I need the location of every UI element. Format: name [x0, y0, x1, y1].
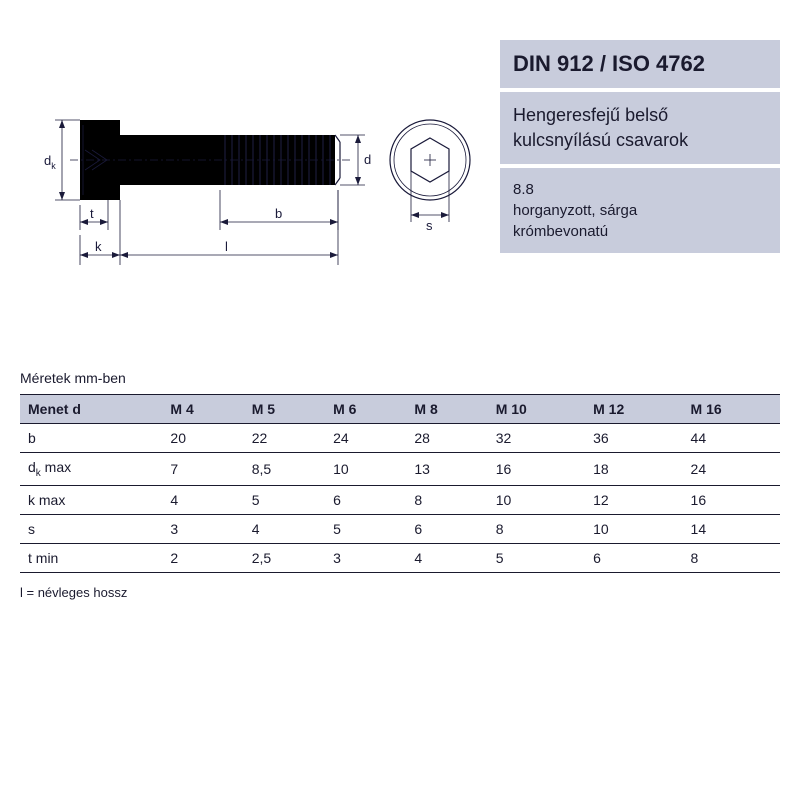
table-row: b 20 22 24 28 32 36 44: [20, 424, 780, 453]
cell: 13: [406, 453, 487, 486]
cell: 16: [683, 485, 780, 514]
info-panel: DIN 912 / ISO 4762 Hengeresfejű belső ku…: [500, 40, 780, 290]
cell: 18: [585, 453, 682, 486]
product-name-line2: kulcsnyílású csavarok: [513, 128, 767, 153]
cell: 4: [406, 543, 487, 572]
label-dk: dk: [44, 153, 56, 171]
col-header: M 16: [683, 395, 780, 424]
info-subtitle-box: Hengeresfejű belső kulcsnyílású csavarok: [500, 92, 780, 164]
table-header-row: Menet d M 4 M 5 M 6 M 8 M 10 M 12 M 16: [20, 395, 780, 424]
label-s: s: [426, 218, 433, 233]
cell: 4: [244, 514, 325, 543]
cell: 8: [488, 514, 585, 543]
row-label: b: [20, 424, 162, 453]
row-label: t min: [20, 543, 162, 572]
standard-title: DIN 912 / ISO 4762: [513, 51, 767, 77]
table-caption: Méretek mm-ben: [20, 370, 780, 386]
row-label: s: [20, 514, 162, 543]
dimensions-table: Menet d M 4 M 5 M 6 M 8 M 10 M 12 M 16 b…: [20, 394, 780, 573]
cell: 10: [488, 485, 585, 514]
col-header: M 10: [488, 395, 585, 424]
cell: 32: [488, 424, 585, 453]
row-label: k max: [20, 485, 162, 514]
cell: 8,5: [244, 453, 325, 486]
col-header: Menet d: [20, 395, 162, 424]
cell: 10: [585, 514, 682, 543]
cell: 3: [162, 514, 243, 543]
screw-diagram-svg: dk d t k: [20, 70, 480, 290]
cell: 12: [585, 485, 682, 514]
label-k: k: [95, 239, 102, 254]
cell: 6: [325, 485, 406, 514]
cell: 4: [162, 485, 243, 514]
top-section: dk d t k: [20, 40, 780, 290]
cell: 8: [683, 543, 780, 572]
cell: 10: [325, 453, 406, 486]
col-header: M 5: [244, 395, 325, 424]
info-title-box: DIN 912 / ISO 4762: [500, 40, 780, 88]
cell: 22: [244, 424, 325, 453]
page: dk d t k: [0, 0, 800, 800]
cell: 28: [406, 424, 487, 453]
cell: 3: [325, 543, 406, 572]
technical-diagram: dk d t k: [20, 70, 480, 290]
col-header: M 6: [325, 395, 406, 424]
cell: 7: [162, 453, 243, 486]
table-note: l = névleges hossz: [20, 585, 780, 600]
table-row: s 3 4 5 6 8 10 14: [20, 514, 780, 543]
cell: 6: [406, 514, 487, 543]
spec-grade: 8.8: [513, 179, 767, 200]
cell: 16: [488, 453, 585, 486]
label-l: l: [225, 239, 228, 254]
table-row: k max 4 5 6 8 10 12 16: [20, 485, 780, 514]
cell: 20: [162, 424, 243, 453]
table-row: t min 2 2,5 3 4 5 6 8: [20, 543, 780, 572]
col-header: M 12: [585, 395, 682, 424]
cell: 2,5: [244, 543, 325, 572]
row-label: dk max: [20, 453, 162, 486]
table-row: dk max 7 8,5 10 13 16 18 24: [20, 453, 780, 486]
cell: 2: [162, 543, 243, 572]
cell: 8: [406, 485, 487, 514]
cell: 5: [244, 485, 325, 514]
product-name-line1: Hengeresfejű belső: [513, 103, 767, 128]
cell: 44: [683, 424, 780, 453]
cell: 24: [325, 424, 406, 453]
info-spec-box: 8.8 horganyzott, sárga krómbevonatú: [500, 168, 780, 253]
cell: 36: [585, 424, 682, 453]
col-header: M 8: [406, 395, 487, 424]
spec-finish-line2: krómbevonatú: [513, 221, 767, 242]
table-body: b 20 22 24 28 32 36 44 dk max 7 8,5 10 1…: [20, 424, 780, 573]
spec-finish-line1: horganyzott, sárga: [513, 200, 767, 221]
cell: 5: [325, 514, 406, 543]
label-t: t: [90, 206, 94, 221]
cell: 6: [585, 543, 682, 572]
cell: 5: [488, 543, 585, 572]
cell: 14: [683, 514, 780, 543]
cell: 24: [683, 453, 780, 486]
label-d: d: [364, 152, 371, 167]
label-b: b: [275, 206, 282, 221]
col-header: M 4: [162, 395, 243, 424]
